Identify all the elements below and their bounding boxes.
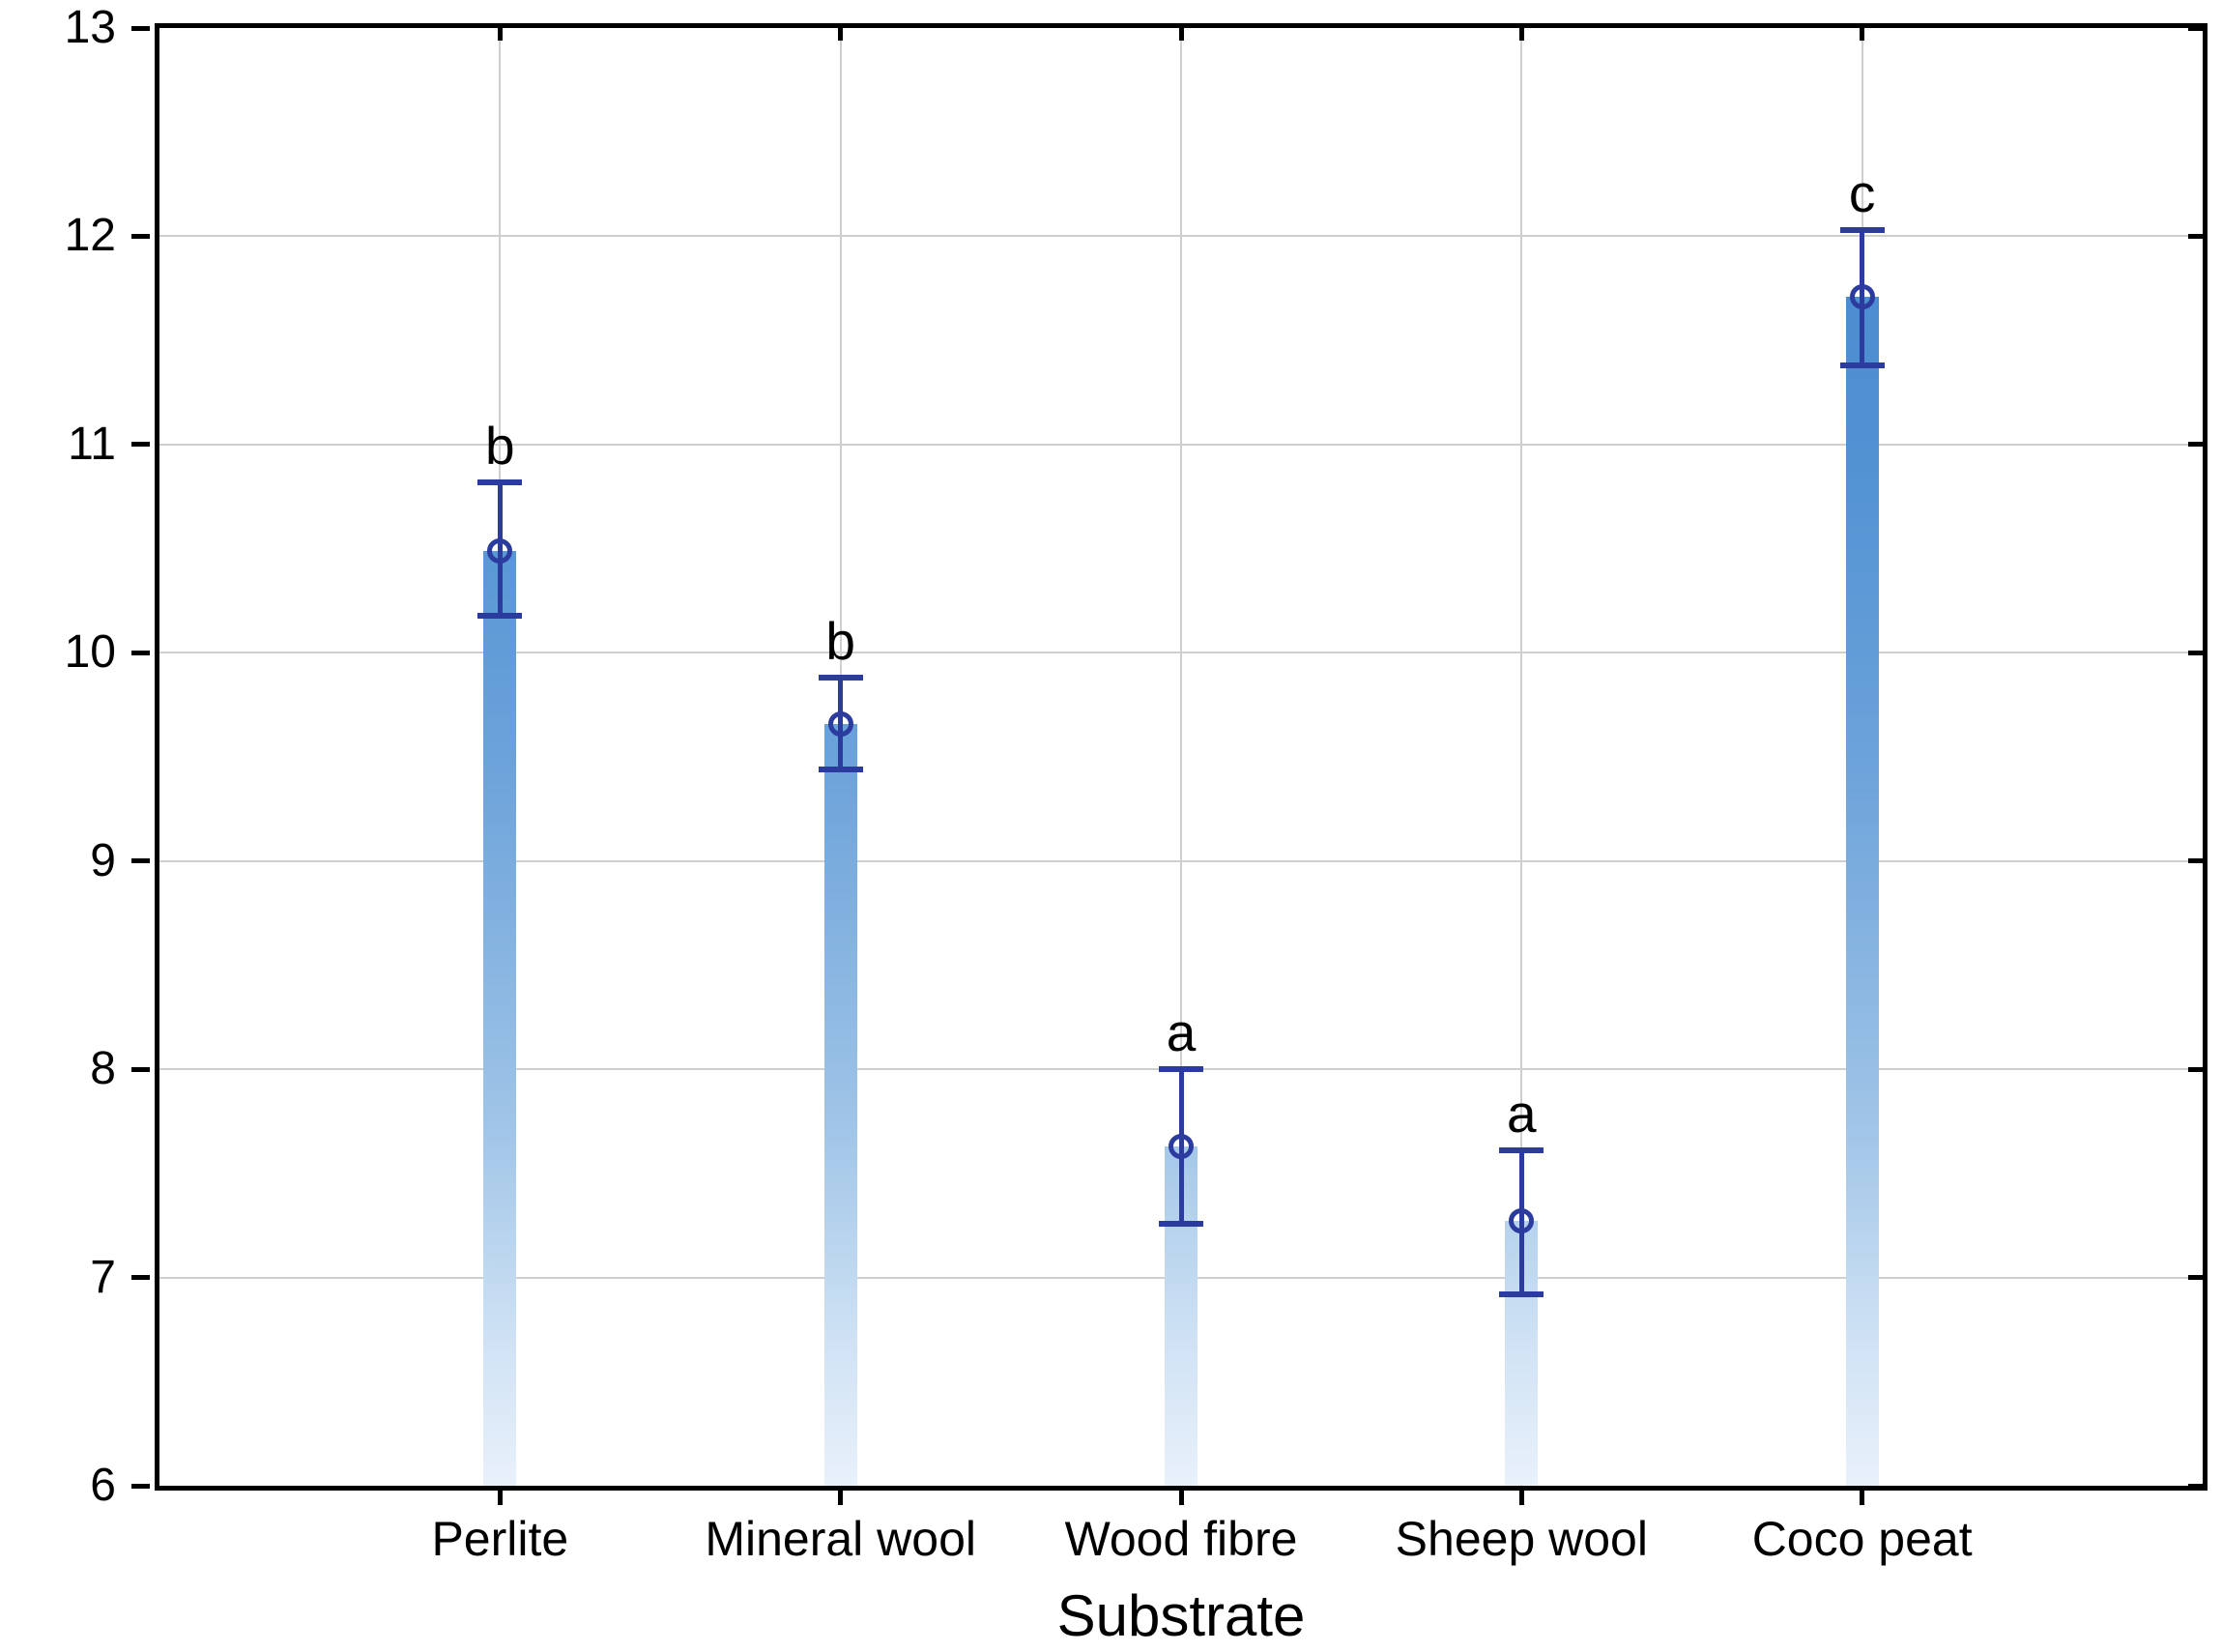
mean-marker [487,537,513,564]
y-axis-tick [131,650,150,655]
plot-area: 6 7 8 9 10 11 12 13 Perlite Mineral wool Wood fibr… [65,5,2208,1563]
x-axis-tick [1518,1491,1524,1505]
x-axis-tick [1178,1491,1184,1505]
y-axis-tick-label: 6 [90,1460,116,1511]
x-axis-tick-label: Mineral wool [705,1512,976,1566]
error-bar-cap-top [818,675,863,681]
y-axis-tick-label: 13 [64,2,116,53]
error-bar-cap-top [477,478,523,485]
x-axis-tick [1860,1491,1865,1505]
y-axis-tick-label: 11 [68,418,116,470]
x-axis-tick-top [497,28,503,41]
error-bar-cap-bottom [477,612,523,619]
grid-line-vertical [1520,28,1523,1486]
y-axis-tick [131,25,150,31]
grid-line-vertical [1180,28,1182,1486]
x-axis-title: Substrate [1056,1583,1306,1648]
x-axis-tick-top [1860,28,1865,41]
bar [483,550,517,1486]
x-axis-tick-label: Sheep wool [1395,1512,1648,1566]
error-bar-cap-bottom [1499,1290,1544,1297]
y-axis-tick-label: 9 [90,834,116,886]
y-axis-tick-right [2188,233,2203,239]
y-axis-tick-label: 12 [64,210,116,262]
x-axis-tick [497,1491,503,1505]
significance-letter: a [1166,1002,1197,1063]
error-bar-cap-bottom [1159,1220,1203,1227]
bar [823,723,857,1486]
mean-marker [1849,283,1875,309]
y-axis-tick-label: 10 [64,626,116,679]
bar [1845,296,1879,1486]
y-axis-tick-right [2188,1483,2203,1489]
x-axis-tick-label: Coco peat [1751,1512,1973,1566]
error-bar-cap-bottom [818,766,863,772]
error-bar-cap-top [1159,1066,1203,1073]
y-axis-tick-right [2188,858,2203,864]
y-axis-tick [131,1066,150,1072]
y-axis-tick-right [2188,25,2203,31]
x-axis-tick-label: Wood fibre [1064,1512,1298,1566]
error-bar-cap-top [1839,226,1885,233]
mean-marker [827,710,853,737]
significance-letter: a [1507,1084,1537,1145]
y-axis-tick-label: 8 [90,1043,116,1095]
x-axis-tick-top [1178,28,1184,41]
significance-letter: b [485,415,515,476]
significance-letter: b [825,611,855,672]
y-axis-tick-label: 7 [90,1251,116,1303]
y-axis-tick-right [2188,650,2203,655]
y-axis-tick-right [2188,1275,2203,1281]
y-axis-tick [131,1275,150,1281]
y-axis-tick-right [2188,1066,2203,1072]
error-bar-cap-top [1499,1147,1544,1154]
y-axis-tick [131,1483,150,1489]
x-axis-tick-top [838,28,844,41]
x-axis-tick [838,1491,844,1505]
error-bar-cap-bottom [1839,362,1885,368]
y-axis-tick [131,233,150,239]
y-axis-tick-right [2188,442,2203,448]
mean-marker [1509,1208,1535,1234]
mean-marker [1169,1133,1194,1159]
y-axis-tick [131,858,150,864]
x-axis-tick-label: Perlite [431,1512,569,1566]
significance-letter: c [1848,162,1876,223]
x-axis-tick-top [1518,28,1524,41]
y-axis-tick [131,442,150,448]
